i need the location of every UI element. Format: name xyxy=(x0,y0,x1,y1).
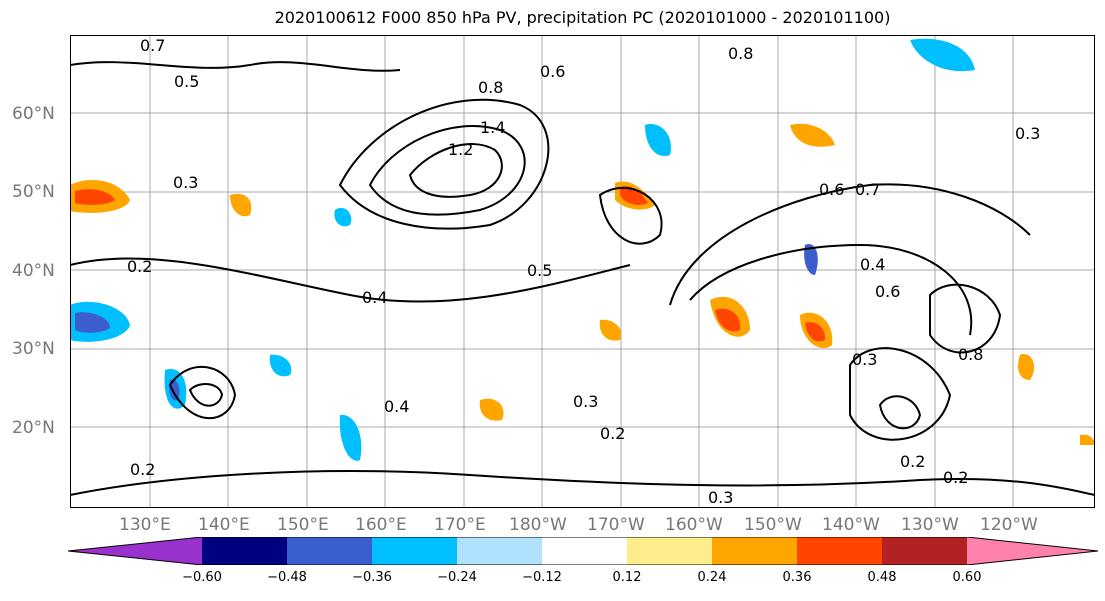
colorbar-segment xyxy=(372,537,457,565)
contour-label: 0.7 xyxy=(140,36,165,55)
colorbar-segment xyxy=(797,537,882,565)
contour-label: 0.2 xyxy=(130,460,155,479)
pv-contours xyxy=(70,61,1095,496)
colorbar-tick-label: 0.48 xyxy=(867,570,897,585)
lon-label: 160°E xyxy=(355,515,407,535)
map-plot-area: 0.7 0.5 0.6 0.8 1.4 1.2 0.3 0.2 0.4 0.5 … xyxy=(70,35,1095,508)
contour-label: 0.4 xyxy=(860,255,885,274)
colorbar-tick-label: −0.48 xyxy=(267,570,307,585)
colorbar-segment xyxy=(542,537,627,565)
colorbar xyxy=(68,537,1098,565)
lon-label: 140°W xyxy=(822,515,880,535)
colorbar-tick-label: −0.24 xyxy=(437,570,477,585)
colorbar-segment xyxy=(202,537,287,565)
lon-label: 130°E xyxy=(119,515,171,535)
map-background xyxy=(70,35,1095,508)
contour-label: 0.2 xyxy=(943,468,968,487)
contour-label: 0.3 xyxy=(708,488,733,507)
colorbar-tick-label: 0.12 xyxy=(612,570,642,585)
lon-label: 150°W xyxy=(744,515,802,535)
map-title: 2020100612 F000 850 hPa PV, precipitatio… xyxy=(274,8,891,27)
colorbar-tick-label: 0.36 xyxy=(782,570,812,585)
contour-label: 0.5 xyxy=(527,261,552,280)
colorbar-tick-label: −0.60 xyxy=(182,570,222,585)
lat-label: 50°N xyxy=(12,182,55,202)
colorbar-tick-label: −0.36 xyxy=(352,570,392,585)
lat-label: 30°N xyxy=(12,339,55,359)
colorbar-segment xyxy=(627,537,712,565)
contour-label: 0.8 xyxy=(478,78,503,97)
lat-label: 60°N xyxy=(12,104,55,124)
lon-label: 150°E xyxy=(277,515,329,535)
precip-patches xyxy=(70,38,1095,461)
graticule xyxy=(70,35,1095,508)
contour-label: 0.4 xyxy=(362,288,387,307)
colorbar-right-extension xyxy=(967,537,1098,565)
contour-label: 1.4 xyxy=(480,118,505,137)
colorbar-tick-label: −0.12 xyxy=(522,570,562,585)
colorbar-segment xyxy=(287,537,372,565)
lon-label: 140°E xyxy=(198,515,250,535)
contour-label: 0.6 xyxy=(875,282,900,301)
contour-label: 0.6 xyxy=(819,180,844,199)
contour-label: 0.8 xyxy=(728,44,753,63)
colorbar-segment xyxy=(882,537,967,565)
contour-label: 0.8 xyxy=(958,345,983,364)
contour-label-group: 0.7 0.5 0.6 0.8 1.4 1.2 0.3 0.2 0.4 0.5 … xyxy=(127,36,1040,507)
colorbar-segment xyxy=(712,537,797,565)
contour-label: 0.3 xyxy=(1015,124,1040,143)
colorbar-tick-label: 0.24 xyxy=(697,570,727,585)
lon-label: 170°W xyxy=(587,515,645,535)
lon-label: 120°W xyxy=(980,515,1038,535)
contour-label: 0.3 xyxy=(173,173,198,192)
lon-label: 130°W xyxy=(901,515,959,535)
lon-label: 170°E xyxy=(434,515,486,535)
colorbar-segment xyxy=(457,537,542,565)
map-frame xyxy=(70,35,1095,508)
colorbar-left-extension xyxy=(68,537,202,565)
contour-label: 0.2 xyxy=(600,424,625,443)
contour-label: 0.6 xyxy=(540,62,565,81)
lat-label: 40°N xyxy=(12,261,55,281)
lat-label: 20°N xyxy=(12,418,55,438)
contour-label: 0.4 xyxy=(384,397,409,416)
contour-label: 0.5 xyxy=(174,72,199,91)
colorbar-tick-label: 0.60 xyxy=(952,570,982,585)
contour-label: 0.2 xyxy=(900,452,925,471)
contour-label: 0.3 xyxy=(852,350,877,369)
lon-label: 180°W xyxy=(509,515,567,535)
contour-label: 0.7 xyxy=(855,180,880,199)
lon-label: 160°W xyxy=(665,515,723,535)
contour-label: 0.2 xyxy=(127,257,152,276)
contour-label: 1.2 xyxy=(448,140,473,159)
contour-label: 0.3 xyxy=(573,392,598,411)
